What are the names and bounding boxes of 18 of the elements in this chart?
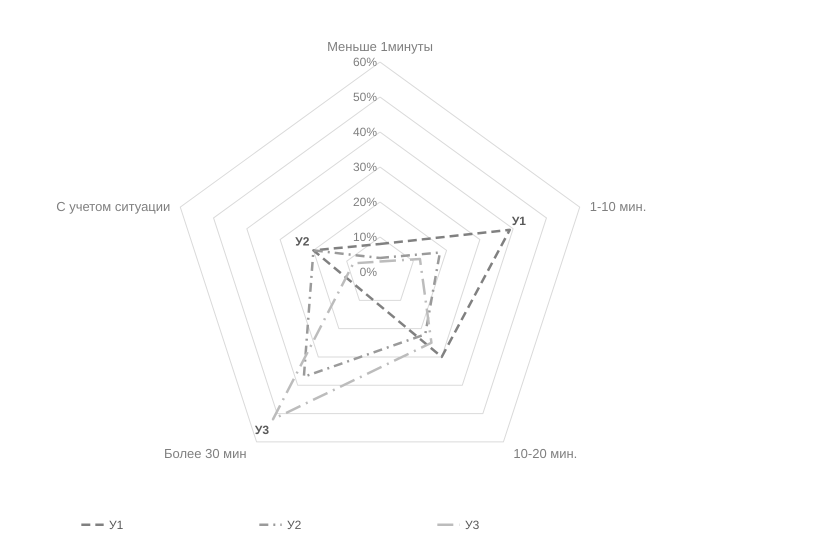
legend-label: У2 bbox=[287, 518, 302, 532]
data-label: У3 bbox=[254, 423, 270, 438]
spoke-label: 1-10 мин. bbox=[590, 199, 646, 214]
y-tick-label: 40% bbox=[352, 125, 378, 139]
y-tick-label: 0% bbox=[360, 265, 378, 279]
data-label: У1 bbox=[512, 214, 526, 228]
spoke-label: Меньше 1минуты bbox=[327, 39, 433, 54]
legend-label: У1 bbox=[109, 518, 124, 532]
spoke-label: С учетом ситуации bbox=[56, 199, 170, 214]
spoke-label: Более 30 мин bbox=[164, 446, 247, 461]
spoke-label: 10-20 мин. bbox=[513, 446, 578, 461]
data-label: У2 bbox=[295, 234, 310, 248]
legend-label: У3 bbox=[465, 518, 480, 532]
y-tick-label: 10% bbox=[352, 230, 378, 244]
y-tick-label: 30% bbox=[352, 160, 378, 174]
y-tick-label: 50% bbox=[352, 90, 378, 104]
y-tick-label: 20% bbox=[352, 195, 378, 209]
y-tick-label: 60% bbox=[352, 55, 378, 69]
